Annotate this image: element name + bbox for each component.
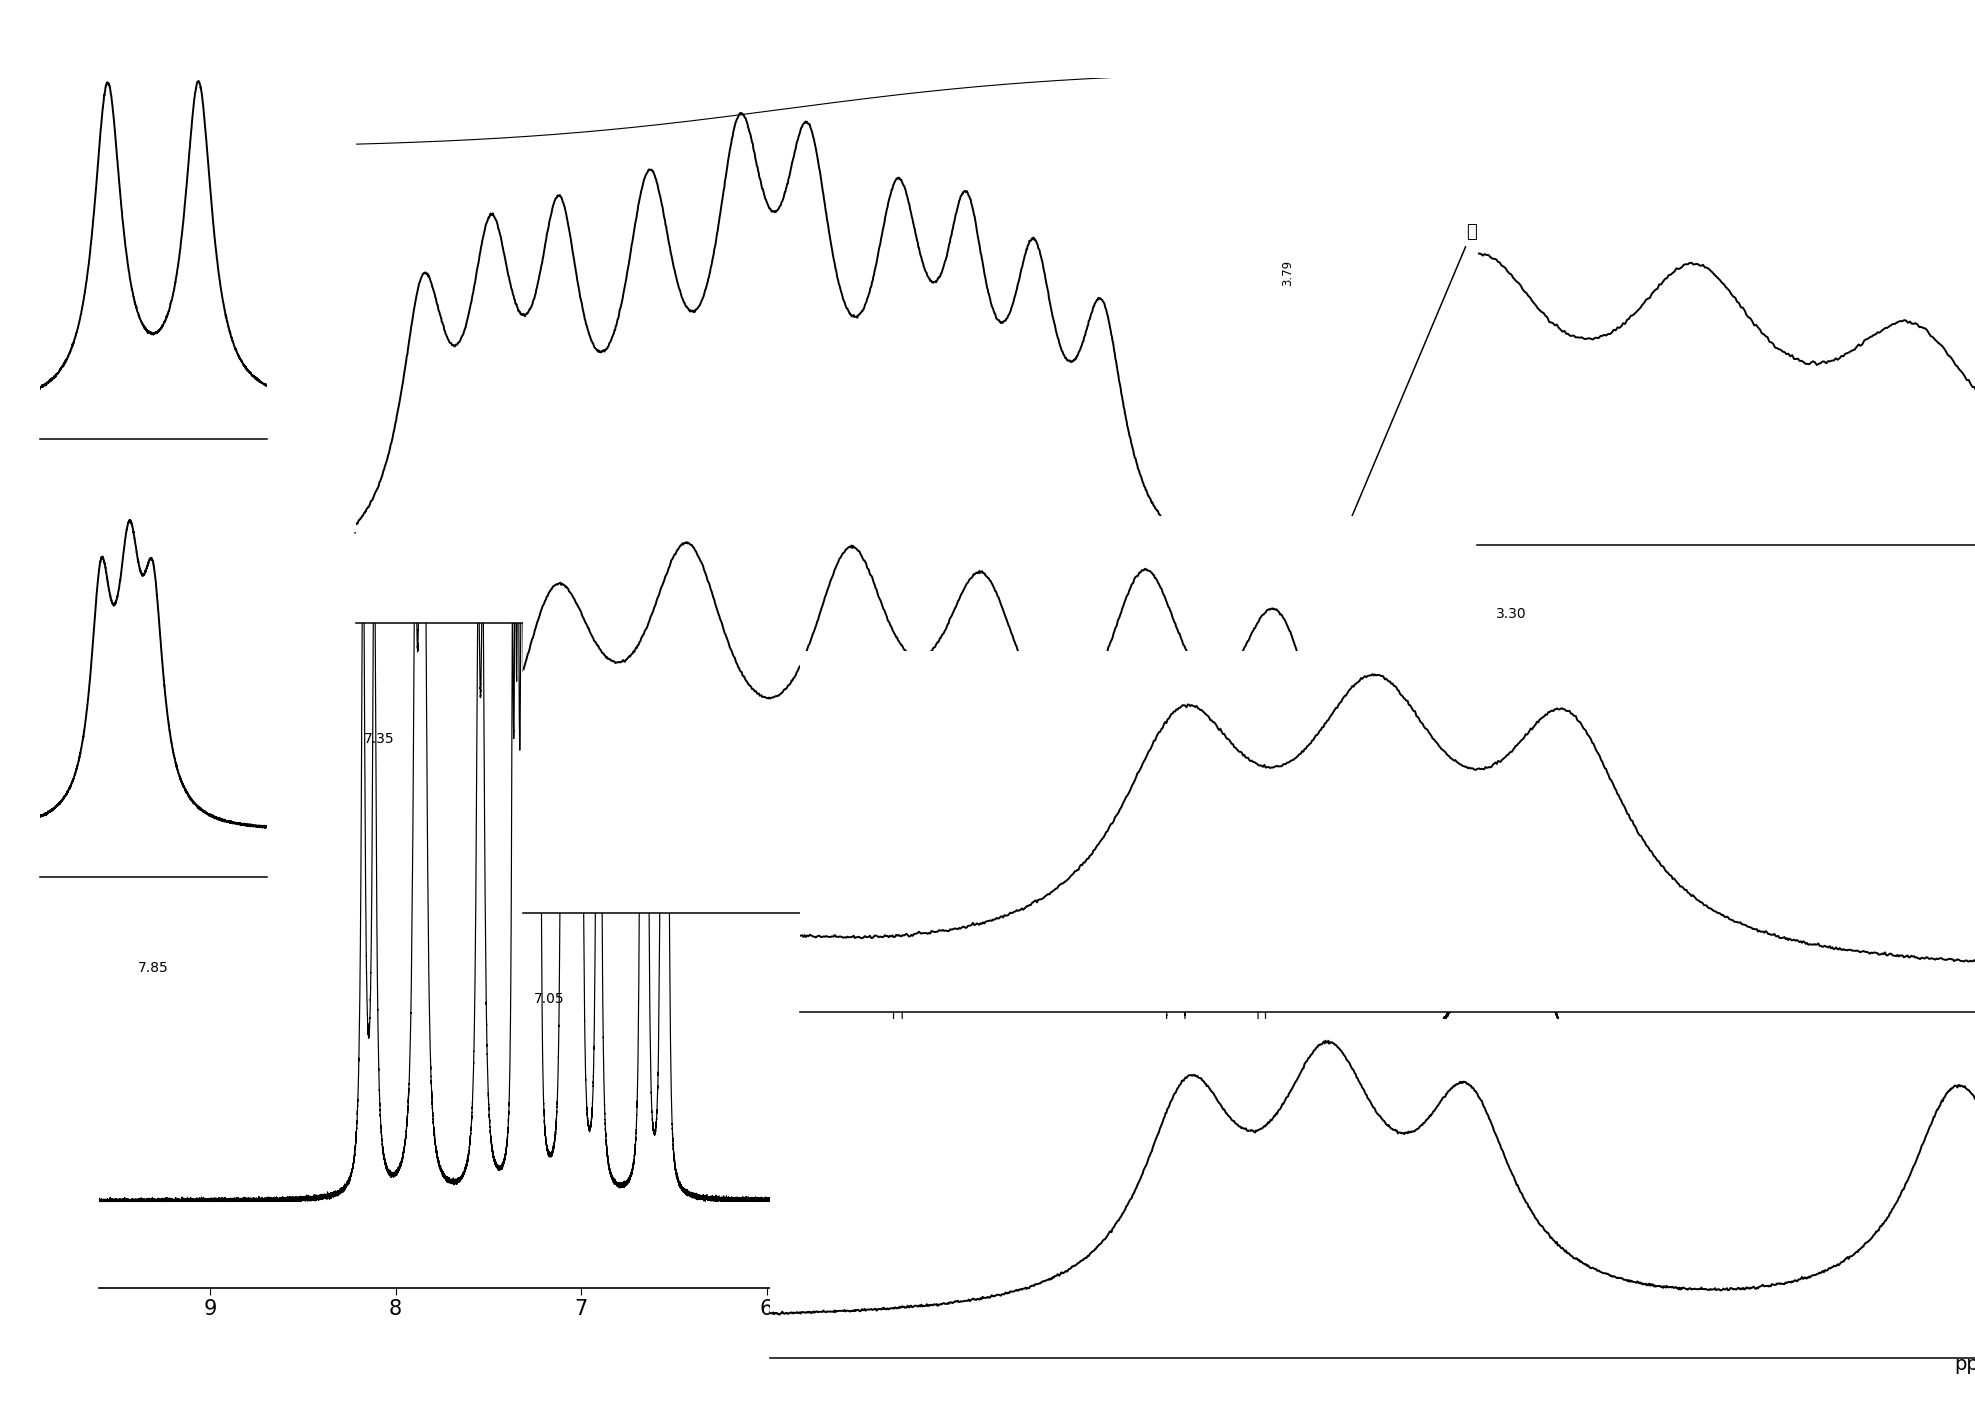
Text: 二氯甲烷: 二氯甲烷 — [758, 623, 895, 715]
Text: 1.0401: 1.0401 — [897, 137, 910, 178]
Text: 3.79: 3.79 — [1282, 260, 1294, 286]
Text: 1.04: 1.04 — [466, 497, 480, 524]
Text: 8.15: 8.15 — [138, 522, 168, 536]
Text: 1.0: 1.0 — [589, 504, 600, 524]
Text: 7.35: 7.35 — [363, 732, 395, 746]
Text: 1.184: 1.184 — [543, 490, 557, 524]
Text: 0.068: 0.068 — [634, 490, 648, 524]
Text: ppm: ppm — [1953, 1354, 1975, 1374]
Text: 2.191: 2.191 — [565, 359, 579, 393]
Text: 3.30: 3.30 — [1497, 607, 1527, 621]
Text: 1.236: 1.236 — [357, 490, 371, 524]
Text: 1.152: 1.152 — [563, 490, 577, 524]
Text: 6.55: 6.55 — [1406, 1091, 1438, 1105]
Text: 7.00: 7.00 — [1529, 992, 1560, 1006]
Text: 1.213: 1.213 — [413, 490, 427, 524]
Text: 7.25: 7.25 — [1175, 732, 1207, 746]
Text: 7.05: 7.05 — [533, 992, 565, 1006]
Text: 7.85: 7.85 — [138, 961, 168, 975]
Text: 水: 水 — [1260, 224, 1477, 734]
